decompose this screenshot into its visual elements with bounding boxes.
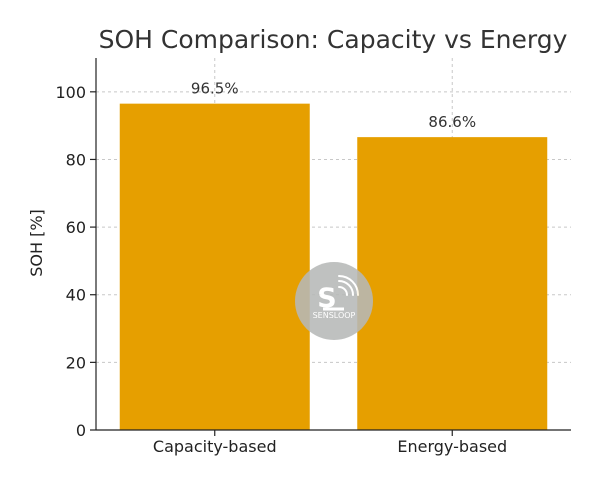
chart-title: SOH Comparison: Capacity vs Energy [99, 25, 568, 54]
y-axis-label: SOH [%] [27, 209, 46, 277]
y-tick-label: 20 [66, 353, 86, 372]
bar-layer [119, 103, 548, 431]
axis-layer [90, 58, 571, 436]
label-layer: 96.5% Capacity-based 86.6% Energy-based 0 20 4… [55, 80, 507, 456]
watermark-text: SENSLOOP [313, 311, 356, 320]
y-tick-label: 60 [66, 218, 86, 237]
x-tick-label: Capacity-based [153, 437, 277, 456]
watermark-s-mark: S [317, 283, 336, 314]
watermark-logo: S SENSLOOP [295, 262, 373, 340]
y-tick-label: 80 [66, 150, 86, 169]
data-label: 96.5% [191, 80, 239, 98]
bar-capacity-based [119, 103, 310, 431]
y-tick-label: 0 [76, 421, 86, 440]
y-tick-label: 40 [66, 286, 86, 305]
bar-energy-based [357, 137, 548, 430]
data-label: 86.6% [428, 113, 476, 131]
watermark-wave-icon [338, 275, 359, 296]
x-tick-label: Energy-based [397, 437, 507, 456]
y-tick-label: 100 [55, 83, 86, 102]
